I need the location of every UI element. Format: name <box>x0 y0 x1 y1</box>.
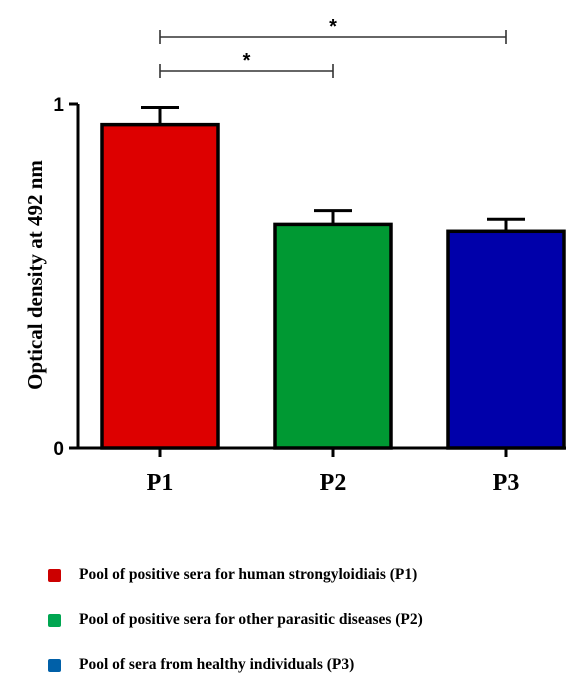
bar-P2 <box>273 222 393 450</box>
legend-item-p1: Pool of positive sera for human strongyl… <box>48 562 578 588</box>
legend-label-p2: Pool of positive sera for other parasiti… <box>79 611 423 628</box>
plot-area: 0 1 P1 P2 P3 * * <box>53 16 566 496</box>
x-tick-label-P3: P3 <box>493 470 520 496</box>
legend-label-p1: Pool of positive sera for human strongyl… <box>79 566 418 583</box>
legend-item-p3: Pool of sera from healthy individuals (P… <box>48 652 578 678</box>
x-tick-label-P2: P2 <box>320 470 347 496</box>
y-tick-label-0: 0 <box>53 439 64 460</box>
bar-chart: 0 1 P1 P2 P3 * * Optical density at 492 nm <box>23 16 566 496</box>
significance-star-P1-P3: * <box>329 16 337 38</box>
legend-swatch-p2 <box>48 613 61 627</box>
legend-swatch-p1 <box>48 568 61 582</box>
y-tick-label-1: 1 <box>53 95 64 116</box>
bar-P1 <box>100 122 220 450</box>
x-tick-label-P1: P1 <box>147 470 174 496</box>
significance-star-P1-P2: * <box>243 50 251 72</box>
legend-swatch-p3 <box>48 658 61 672</box>
bar-P3 <box>446 229 566 450</box>
legend: Pool of positive sera for human strongyl… <box>48 562 578 697</box>
legend-item-p2: Pool of positive sera for other parasiti… <box>48 607 578 633</box>
legend-label-p3: Pool of sera from healthy individuals (P… <box>79 656 355 673</box>
y-axis-label: Optical density at 492 nm <box>23 160 47 390</box>
